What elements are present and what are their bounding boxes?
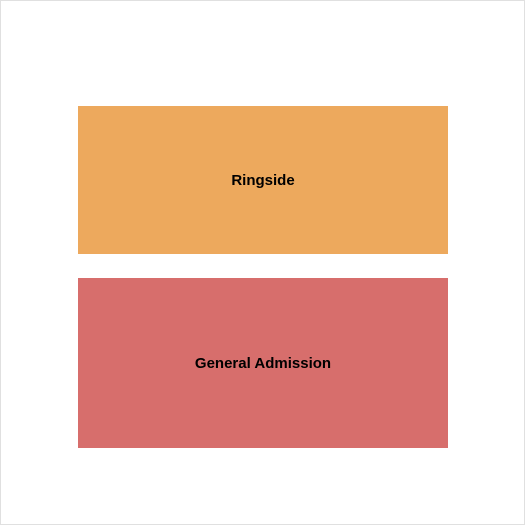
ringside-section[interactable]: Ringside [78,106,448,254]
general-admission-section[interactable]: General Admission [78,278,448,448]
ringside-label: Ringside [231,172,294,189]
general-admission-label: General Admission [195,355,331,372]
